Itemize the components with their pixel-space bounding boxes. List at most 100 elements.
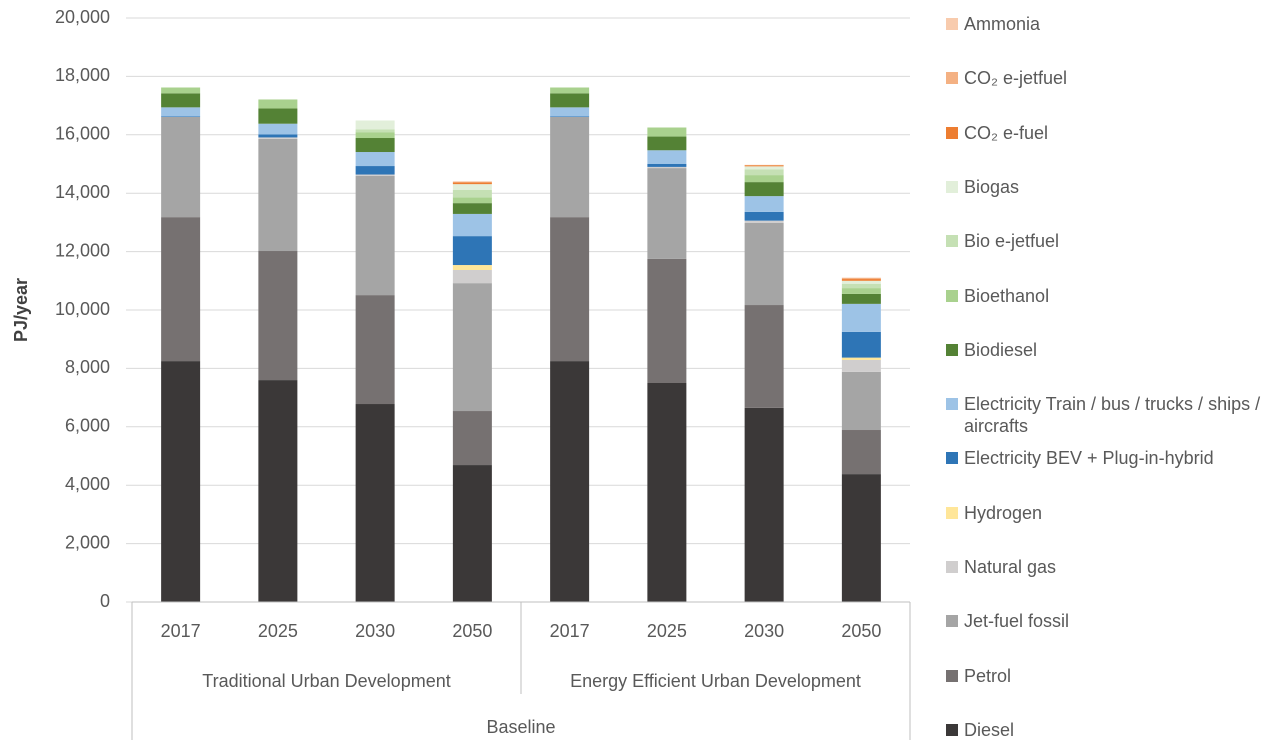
legend-item: Electricity Train / bus / trucks / ships…	[946, 393, 1276, 437]
bar-segment	[452, 213, 492, 237]
bar-segment	[452, 411, 492, 466]
legend-item: Diesel	[946, 719, 1276, 740]
legend-swatch	[946, 669, 958, 682]
bar-segment	[744, 196, 784, 212]
x-tick-label: 2050	[841, 621, 881, 641]
bar-segment	[744, 407, 784, 602]
bar-segment	[841, 474, 881, 602]
bar-segment	[258, 380, 298, 602]
legend-item: Ammonia	[946, 13, 1276, 35]
x-tick-label: 2025	[647, 621, 687, 641]
bar-segment	[647, 168, 687, 259]
legend-item: CO₂ e-jetfuel	[946, 67, 1276, 89]
bar-segment	[550, 107, 590, 117]
bar-segment	[550, 87, 590, 94]
legend-label: Ammonia	[964, 14, 1041, 34]
bar-segment	[355, 166, 395, 175]
legend-label: CO₂ e-fuel	[964, 122, 1049, 143]
bar-segment	[550, 116, 590, 218]
legend-item: Hydrogen	[946, 502, 1276, 524]
bar-segment	[355, 404, 395, 602]
y-tick-label: 0	[100, 591, 110, 611]
legend-label: Bioethanol	[964, 285, 1050, 306]
legend-item: Bioethanol	[946, 285, 1276, 307]
legend-swatch	[946, 723, 958, 736]
bar-segment	[258, 99, 298, 109]
chart: PJ/year 0 2,000 4,000 6,000 8,000 10,000 12,00…	[11, 7, 911, 740]
bar-segment	[258, 251, 298, 381]
bar-segment	[744, 182, 784, 197]
bar-segment	[355, 152, 395, 167]
y-tick-label: 10,000	[55, 299, 110, 319]
legend-label: CO₂ e-jetfuel	[964, 68, 1068, 89]
bar-segment	[452, 197, 492, 204]
group-label: Energy Efficient Urban Development	[570, 671, 861, 691]
bar-segment	[258, 123, 298, 135]
outer-group-label: Baseline	[486, 717, 555, 737]
legend-label: Electricity BEV + Plug-in-hybrid	[964, 448, 1214, 469]
legend-item: Biogas	[946, 176, 1276, 198]
x-tick-label: 2025	[258, 621, 298, 641]
bar-segment	[355, 175, 395, 296]
bar-segment	[452, 184, 492, 190]
legend-swatch	[946, 452, 958, 465]
bar-segment	[841, 430, 881, 475]
y-axis-label: PJ/year	[11, 278, 31, 342]
x-tick-label: 2017	[550, 621, 590, 641]
legend-item: Biodiesel	[946, 339, 1276, 361]
bar-segment	[647, 127, 687, 137]
y-tick-label: 12,000	[55, 240, 110, 260]
bar-segment	[452, 182, 492, 185]
bar-segment	[161, 87, 201, 94]
legend-label: Petrol	[964, 665, 1012, 686]
bar-segment	[647, 150, 687, 164]
bar-segment	[161, 217, 201, 362]
bar-segment	[744, 305, 784, 408]
bar-segment	[744, 220, 784, 223]
bar-segment	[452, 265, 492, 270]
bar-segment	[258, 138, 298, 252]
legend-label: Biodiesel	[964, 339, 1038, 360]
bar-segment	[744, 165, 784, 167]
legend-swatch	[946, 398, 958, 411]
bar-segment	[647, 164, 687, 167]
bar-segment	[161, 116, 201, 117]
bar-segment	[647, 258, 687, 383]
bar-segment	[647, 383, 687, 602]
y-tick-label: 2,000	[65, 532, 110, 552]
y-tick-label: 16,000	[55, 124, 110, 144]
legend-swatch	[946, 18, 958, 30]
legend-label: Biogas	[964, 176, 1020, 197]
bar-segment	[841, 277, 881, 280]
bar-segment	[841, 279, 881, 281]
legend-label: Diesel	[964, 719, 1015, 740]
bar-segment	[744, 175, 784, 183]
legend-item: Electricity BEV + Plug-in-hybrid	[946, 447, 1276, 469]
legend-swatch	[946, 506, 958, 519]
bar-segment	[841, 303, 881, 332]
bar-segment	[841, 357, 881, 360]
legend-swatch	[946, 235, 958, 248]
bar-segment	[452, 465, 492, 602]
bar-segment	[452, 181, 492, 183]
bar-segment	[355, 120, 395, 130]
bar-segment	[161, 116, 201, 218]
bar-segment	[452, 269, 492, 284]
y-tick-label: 18,000	[55, 65, 110, 85]
bar-segment	[841, 371, 881, 431]
bar-segment	[550, 361, 590, 602]
legend-item: CO₂ e-fuel	[946, 122, 1276, 144]
bar-segment	[744, 169, 784, 176]
bar-segment	[161, 107, 201, 117]
y-tick-label: 20,000	[55, 7, 110, 27]
x-tick-label: 2030	[355, 621, 395, 641]
bar-segment	[161, 361, 201, 602]
bar-segment	[550, 217, 590, 362]
bar-segment	[744, 211, 784, 221]
legend-swatch	[946, 343, 958, 356]
bar-segment	[841, 288, 881, 294]
legend-label: Bio e-jetfuel	[964, 231, 1060, 252]
bar-segment	[550, 93, 590, 108]
y-tick-label: 8,000	[65, 357, 110, 377]
